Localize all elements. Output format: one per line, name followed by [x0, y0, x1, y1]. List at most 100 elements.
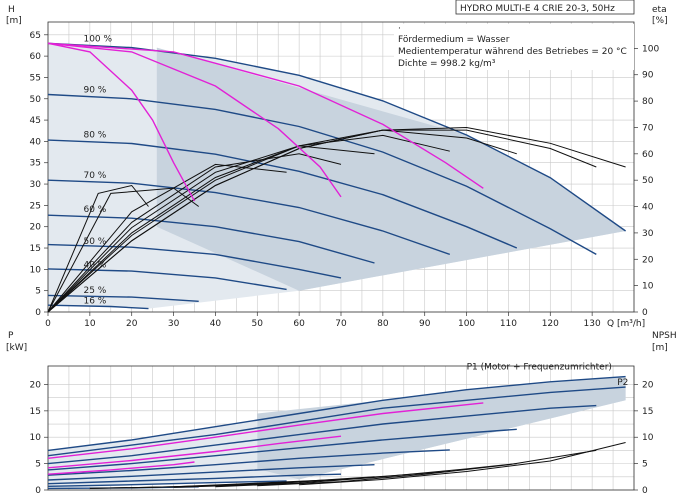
y2-tick-label: 30	[642, 229, 654, 239]
power-curve-40	[47, 480, 287, 487]
info-temperature: Medientemperatur während des Betriebes =…	[398, 47, 627, 57]
x-tick-label: 10	[84, 319, 96, 329]
info-marker: ·	[398, 24, 401, 34]
p1-label: P1 (Motor + Frequenzumrichter)	[467, 362, 612, 372]
y2-axis-unit: [m]	[652, 343, 668, 353]
duty-curve	[47, 42, 342, 198]
power-curve-60	[47, 464, 375, 481]
head-curve-60	[47, 214, 375, 264]
power-npsh-chart: 0 5 10 15 20 0 5 10 15 20 P [kW] NPSH [m] P1 (Motor + …	[6, 331, 677, 496]
power-curve-50	[47, 473, 342, 485]
head-curve-80	[47, 139, 518, 249]
y2-tick-label: 40	[642, 203, 654, 213]
y-tick-label: 20	[30, 223, 42, 233]
duty-power-curve	[47, 461, 195, 475]
speed-label: 25 %	[83, 286, 106, 296]
x-tick-label: 130	[584, 319, 601, 329]
power-best-area	[257, 376, 626, 480]
y2-tick-label: 20	[642, 255, 654, 265]
npsh-curve	[299, 442, 626, 486]
plot-frame	[47, 365, 635, 491]
head-curve-25	[47, 294, 199, 302]
speed-label: 40 %	[83, 260, 106, 270]
speed-label: 90 %	[83, 86, 106, 96]
y-tick-label: 45	[30, 116, 41, 126]
power-curve-80	[47, 428, 517, 471]
npsh-curve	[89, 482, 287, 489]
x-axis-label: Q [m³/h]	[607, 319, 645, 329]
duty-curve	[47, 42, 484, 189]
power-curve-90	[47, 404, 597, 465]
x-tick-label: 60	[293, 319, 305, 329]
y-tick-label: 15	[30, 407, 41, 417]
p2-label: P2	[617, 378, 628, 388]
x-tick-label: 50	[252, 319, 264, 329]
y2-tick-label: 5	[642, 460, 648, 470]
x-tick-label: 30	[168, 319, 180, 329]
head-curve-70	[47, 179, 451, 256]
y-tick-label: 25	[30, 201, 41, 211]
head-curve-50	[47, 243, 342, 279]
y-tick-label: 0	[35, 486, 41, 496]
y2-tick-label: 60	[642, 150, 654, 160]
y-tick-label: 5	[35, 287, 41, 297]
x-tick-label: 80	[377, 319, 389, 329]
x-tick-label: 110	[500, 319, 517, 329]
y2-tick-label: 80	[642, 97, 654, 107]
y2-tick-label: 15	[642, 407, 653, 417]
speed-label: 60 %	[83, 205, 106, 215]
y-tick-label: 40	[30, 137, 42, 147]
title-box	[455, 0, 635, 15]
best-efficiency-area	[156, 47, 626, 291]
y-axis-unit: [m]	[6, 16, 22, 26]
efficiency-curve-16	[47, 184, 149, 313]
speed-label: 100 %	[83, 34, 112, 44]
head-curve-16	[47, 304, 149, 310]
x-tick-label: 100	[458, 319, 475, 329]
duty-curve	[47, 42, 196, 202]
info-medium: Fördermedium = Wasser	[398, 35, 510, 45]
y2-axis-title: eta	[652, 5, 667, 15]
info-density: Dichte = 998.2 kg/m³	[398, 59, 496, 69]
y-tick-label: 5	[35, 460, 41, 470]
y2-tick-label: 100	[642, 44, 659, 54]
power-curve-70	[47, 449, 450, 476]
y2-tick-label: 50	[642, 176, 654, 186]
y-tick-label: 30	[30, 180, 42, 190]
x-tick-label: 0	[45, 319, 51, 329]
chart-title: HYDRO MULTI-E 4 CRIE 20-3, 50Hz	[460, 4, 615, 14]
x-tick-label: 40	[210, 319, 222, 329]
y2-tick-label: 70	[642, 123, 654, 133]
speed-label: 70 %	[83, 171, 106, 181]
y2-tick-label: 10	[642, 282, 654, 292]
y-tick-label: 35	[30, 159, 41, 169]
y-tick-label: 0	[35, 308, 41, 318]
y-tick-label: 65	[30, 31, 41, 41]
y-tick-label: 15	[30, 244, 41, 254]
speed-label: 50 %	[83, 237, 106, 247]
head-efficiency-chart: 100 % 90 % 80 % 70 % 60 % 50 % 40 % 25 %16 % 0 10…	[6, 0, 668, 329]
x-tick-label: 20	[126, 319, 138, 329]
npsh-curve	[257, 449, 597, 487]
y-axis-unit: [kW]	[6, 343, 27, 353]
y2-tick-label: 90	[642, 71, 654, 81]
duty-power-curve	[47, 435, 342, 469]
efficiency-curve-90	[47, 129, 597, 313]
y2-tick-label: 20	[642, 380, 654, 390]
info-box	[394, 24, 634, 70]
power-curve-p2	[47, 386, 626, 457]
x-tick-label: 120	[542, 319, 559, 329]
y2-axis-title: NPSH	[652, 331, 677, 341]
y-tick-label: 20	[30, 380, 42, 390]
speed-label: 16 %	[83, 297, 106, 307]
y2-tick-label: 0	[642, 308, 648, 318]
y2-tick-label: 10	[642, 433, 654, 443]
y2-tick-label: 0	[642, 486, 648, 496]
y-axis-title: H	[8, 5, 15, 15]
y-tick-label: 55	[30, 73, 41, 83]
x-tick-label: 90	[419, 319, 431, 329]
speed-label: 80 %	[83, 130, 106, 140]
efficiency-curve-50	[47, 153, 342, 313]
